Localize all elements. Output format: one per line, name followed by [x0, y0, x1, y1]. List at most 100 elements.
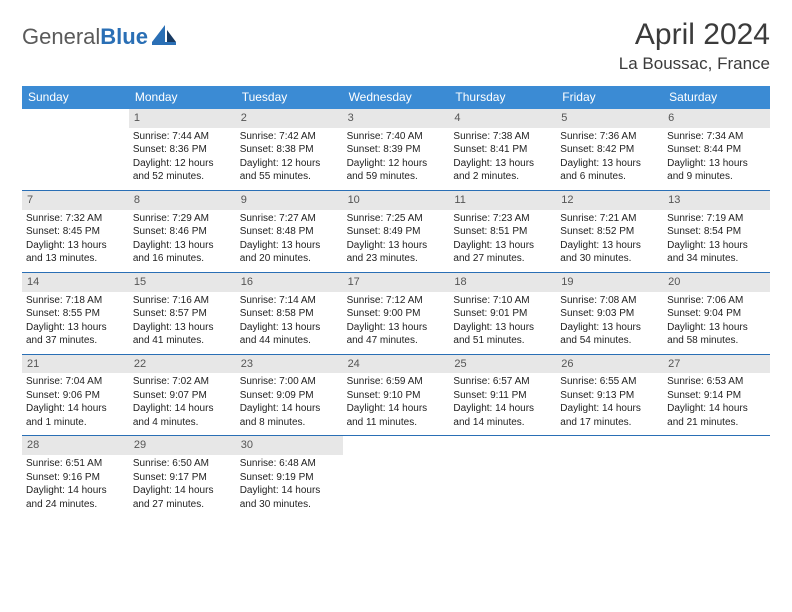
day-number: 16 — [236, 273, 343, 292]
sunrise-line: Sunrise: 7:29 AM — [133, 212, 232, 226]
daylight-line1: Daylight: 13 hours — [347, 321, 446, 335]
daylight-line1: Daylight: 14 hours — [667, 402, 766, 416]
daylight-line1: Daylight: 13 hours — [133, 239, 232, 253]
daylight-line1: Daylight: 13 hours — [347, 239, 446, 253]
sunset-line: Sunset: 8:57 PM — [133, 307, 232, 321]
daylight-line2: and 54 minutes. — [560, 334, 659, 348]
day-number: 5 — [556, 109, 663, 128]
daylight-line1: Daylight: 12 hours — [347, 157, 446, 171]
daylight-line1: Daylight: 13 hours — [560, 239, 659, 253]
day-number: 15 — [129, 273, 236, 292]
daylight-line2: and 17 minutes. — [560, 416, 659, 430]
sunrise-line: Sunrise: 7:23 AM — [453, 212, 552, 226]
day-number: 6 — [663, 109, 770, 128]
logo-text: GeneralBlue — [22, 24, 148, 50]
day-number: 26 — [556, 355, 663, 374]
week-row: 1Sunrise: 7:44 AMSunset: 8:36 PMDaylight… — [22, 109, 770, 191]
daylight-line2: and 37 minutes. — [26, 334, 125, 348]
day-number: 25 — [449, 355, 556, 374]
day-number: 24 — [343, 355, 450, 374]
day-cell: 23Sunrise: 7:00 AMSunset: 9:09 PMDayligh… — [236, 355, 343, 436]
day-number: 18 — [449, 273, 556, 292]
sunset-line: Sunset: 9:13 PM — [560, 389, 659, 403]
sunrise-line: Sunrise: 7:34 AM — [667, 130, 766, 144]
week-row: 21Sunrise: 7:04 AMSunset: 9:06 PMDayligh… — [22, 355, 770, 437]
daylight-line2: and 47 minutes. — [347, 334, 446, 348]
daylight-line2: and 14 minutes. — [453, 416, 552, 430]
day-cell: 25Sunrise: 6:57 AMSunset: 9:11 PMDayligh… — [449, 355, 556, 436]
day-cell: 10Sunrise: 7:25 AMSunset: 8:49 PMDayligh… — [343, 191, 450, 272]
daylight-line1: Daylight: 13 hours — [26, 321, 125, 335]
day-number: 10 — [343, 191, 450, 210]
dow-sun: Sunday — [22, 86, 129, 109]
day-cell: 28Sunrise: 6:51 AMSunset: 9:16 PMDayligh… — [22, 436, 129, 517]
daylight-line2: and 30 minutes. — [560, 252, 659, 266]
daylight-line2: and 52 minutes. — [133, 170, 232, 184]
sunrise-line: Sunrise: 7:36 AM — [560, 130, 659, 144]
day-cell: 20Sunrise: 7:06 AMSunset: 9:04 PMDayligh… — [663, 273, 770, 354]
daylight-line1: Daylight: 13 hours — [453, 321, 552, 335]
day-cell — [343, 436, 450, 517]
sunset-line: Sunset: 9:06 PM — [26, 389, 125, 403]
sunset-line: Sunset: 9:00 PM — [347, 307, 446, 321]
sunset-line: Sunset: 8:49 PM — [347, 225, 446, 239]
week-row: 28Sunrise: 6:51 AMSunset: 9:16 PMDayligh… — [22, 436, 770, 517]
sunrise-line: Sunrise: 6:53 AM — [667, 375, 766, 389]
day-cell: 14Sunrise: 7:18 AMSunset: 8:55 PMDayligh… — [22, 273, 129, 354]
sunset-line: Sunset: 8:46 PM — [133, 225, 232, 239]
sunset-line: Sunset: 8:44 PM — [667, 143, 766, 157]
daylight-line2: and 1 minute. — [26, 416, 125, 430]
daylight-line2: and 9 minutes. — [667, 170, 766, 184]
daylight-line2: and 20 minutes. — [240, 252, 339, 266]
day-cell — [556, 436, 663, 517]
daylight-line2: and 11 minutes. — [347, 416, 446, 430]
daylight-line1: Daylight: 13 hours — [667, 157, 766, 171]
sunset-line: Sunset: 9:01 PM — [453, 307, 552, 321]
sunset-line: Sunset: 9:03 PM — [560, 307, 659, 321]
day-cell: 24Sunrise: 6:59 AMSunset: 9:10 PMDayligh… — [343, 355, 450, 436]
daylight-line2: and 59 minutes. — [347, 170, 446, 184]
sunset-line: Sunset: 8:51 PM — [453, 225, 552, 239]
dow-mon: Monday — [129, 86, 236, 109]
day-number: 3 — [343, 109, 450, 128]
sunrise-line: Sunrise: 7:27 AM — [240, 212, 339, 226]
sunrise-line: Sunrise: 7:16 AM — [133, 294, 232, 308]
dow-fri: Friday — [556, 86, 663, 109]
sunset-line: Sunset: 8:36 PM — [133, 143, 232, 157]
daylight-line1: Daylight: 14 hours — [26, 484, 125, 498]
logo: GeneralBlue — [22, 18, 178, 50]
day-number: 23 — [236, 355, 343, 374]
day-number: 8 — [129, 191, 236, 210]
day-number: 22 — [129, 355, 236, 374]
sunset-line: Sunset: 8:55 PM — [26, 307, 125, 321]
daylight-line2: and 27 minutes. — [133, 498, 232, 512]
daylight-line1: Daylight: 13 hours — [560, 321, 659, 335]
header: GeneralBlue April 2024 La Boussac, Franc… — [22, 18, 770, 74]
sunset-line: Sunset: 8:48 PM — [240, 225, 339, 239]
sunset-line: Sunset: 9:07 PM — [133, 389, 232, 403]
month-title: April 2024 — [619, 18, 770, 52]
day-cell: 13Sunrise: 7:19 AMSunset: 8:54 PMDayligh… — [663, 191, 770, 272]
location: La Boussac, France — [619, 54, 770, 74]
day-cell: 8 Sunrise: 7:29 AMSunset: 8:46 PMDaylight… — [129, 191, 236, 272]
sunrise-line: Sunrise: 6:50 AM — [133, 457, 232, 471]
day-cell: 29Sunrise: 6:50 AMSunset: 9:17 PMDayligh… — [129, 436, 236, 517]
sunset-line: Sunset: 9:10 PM — [347, 389, 446, 403]
day-number: 9 — [236, 191, 343, 210]
day-cell: 17Sunrise: 7:12 AMSunset: 9:00 PMDayligh… — [343, 273, 450, 354]
day-number: 29 — [129, 436, 236, 455]
daylight-line1: Daylight: 14 hours — [453, 402, 552, 416]
day-number: 30 — [236, 436, 343, 455]
sunrise-line: Sunrise: 7:10 AM — [453, 294, 552, 308]
sunset-line: Sunset: 8:41 PM — [453, 143, 552, 157]
day-number: 11 — [449, 191, 556, 210]
weeks-container: 1Sunrise: 7:44 AMSunset: 8:36 PMDaylight… — [22, 109, 770, 517]
daylight-line1: Daylight: 13 hours — [667, 321, 766, 335]
sunrise-line: Sunrise: 7:00 AM — [240, 375, 339, 389]
day-number: 14 — [22, 273, 129, 292]
daylight-line1: Daylight: 12 hours — [240, 157, 339, 171]
day-number: 19 — [556, 273, 663, 292]
daylight-line1: Daylight: 14 hours — [133, 484, 232, 498]
day-cell: 5Sunrise: 7:36 AMSunset: 8:42 PMDaylight… — [556, 109, 663, 190]
day-cell: 15Sunrise: 7:16 AMSunset: 8:57 PMDayligh… — [129, 273, 236, 354]
